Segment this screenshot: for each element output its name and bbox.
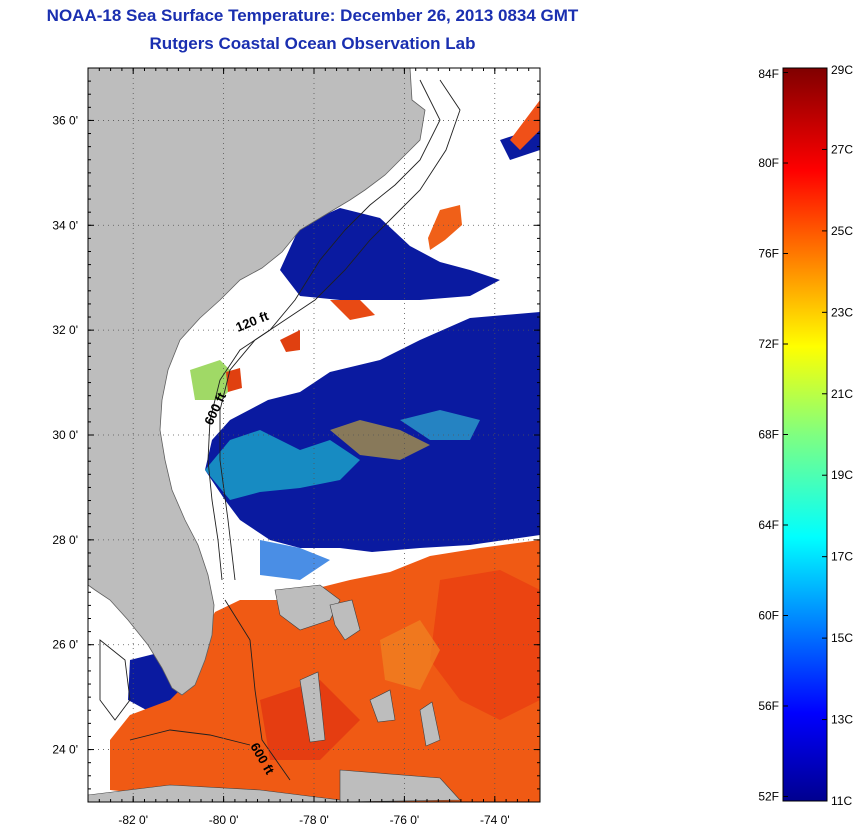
latitude-label: 26 0' — [52, 638, 78, 652]
colorbar-fahrenheit-label: 64F — [758, 518, 779, 532]
latitude-label: 36 0' — [52, 113, 78, 127]
graticule — [88, 68, 540, 802]
longitude-labels: -82 0' -80 0' -78 0' -76 0' -74 0' — [118, 813, 509, 827]
map-subtitle: Rutgers Coastal Ocean Observation Lab — [149, 34, 476, 53]
colorbar-fahrenheit-label: 80F — [758, 156, 779, 170]
colorbar-fahrenheit-label: 84F — [758, 67, 779, 81]
latitude-label: 30 0' — [52, 428, 78, 442]
colorbar-celsius-label: 11C — [831, 794, 852, 808]
colorbar-celsius-label: 23C — [831, 305, 853, 319]
colorbar-ticks: 84F 80F 76F 72F 68F 64F 60F 56F 52F 29C 27C 25C 23C 2… — [758, 63, 853, 808]
longitude-label: -76 0' — [390, 813, 420, 827]
longitude-label: -78 0' — [299, 813, 329, 827]
land-mainland — [88, 68, 426, 696]
depth-contours — [99, 79, 461, 781]
colorbar-celsius-label: 13C — [831, 713, 853, 727]
colorbar-gradient — [782, 67, 828, 802]
latitude-labels: 36 0' 34 0' 32 0' 30 0' 28 0' 26 0' 24 0' — [52, 113, 78, 756]
colorbar-celsius-label: 19C — [831, 468, 853, 482]
longitude-label: -82 0' — [118, 813, 148, 827]
colorbar-celsius-label: 21C — [831, 387, 853, 401]
colorbar-fahrenheit-label: 72F — [758, 337, 779, 351]
colorbar-celsius-label: 17C — [831, 550, 853, 564]
land-cuba — [88, 784, 341, 802]
colorbar-celsius-label: 27C — [831, 142, 853, 156]
longitude-label: -80 0' — [209, 813, 239, 827]
colorbar-celsius-label: 29C — [831, 63, 853, 77]
colorbar-fahrenheit-label: 52F — [758, 789, 779, 803]
colorbar-fahrenheit-label: 68F — [758, 428, 779, 442]
land-bahamas — [274, 584, 461, 802]
colorbar-fahrenheit-label: 60F — [758, 608, 779, 622]
colorbar-fahrenheit-label: 56F — [758, 699, 779, 713]
longitude-label: -74 0' — [480, 813, 510, 827]
colorbar-celsius-label: 25C — [831, 224, 853, 238]
colorbar-fahrenheit-label: 76F — [758, 247, 779, 261]
latitude-label: 28 0' — [52, 533, 78, 547]
colorbar-celsius-label: 15C — [831, 631, 853, 645]
latitude-label: 24 0' — [52, 743, 78, 757]
latitude-label: 34 0' — [52, 218, 78, 232]
frame-ticks — [87, 67, 541, 803]
mid-water-patches — [190, 360, 480, 580]
map-title: NOAA-18 Sea Surface Temperature: Decembe… — [46, 6, 579, 25]
latitude-label: 32 0' — [52, 323, 78, 337]
